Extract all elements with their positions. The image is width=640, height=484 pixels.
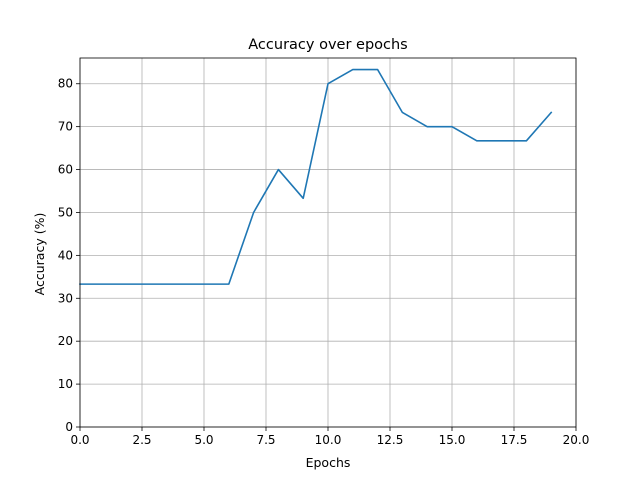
y-tick-label: 60	[58, 163, 73, 177]
y-tick-label: 10	[58, 377, 73, 391]
x-tick-label: 10.0	[315, 433, 342, 447]
y-tick-label: 50	[58, 205, 73, 219]
x-tick-label: 20.0	[563, 433, 590, 447]
x-tick-label: 12.5	[377, 433, 404, 447]
y-tick-label: 30	[58, 291, 73, 305]
chart-title: Accuracy over epochs	[248, 37, 407, 53]
y-axis-label: Accuracy (%)	[32, 213, 47, 296]
y-tick-label: 20	[58, 334, 73, 348]
series-layer	[79, 68, 553, 285]
x-tick-label: 7.5	[256, 433, 275, 447]
x-axis-label: Epochs	[306, 455, 351, 470]
y-tick-label: 40	[58, 248, 73, 262]
x-tick-label: 0.0	[70, 433, 89, 447]
x-tick-label: 17.5	[501, 433, 528, 447]
x-tick-label: 2.5	[132, 433, 151, 447]
axis-ticks: 0.0 2.5 5.0 7.5 10.0 12.5 15.0 17.5 20.0 0 10 20 30 4…	[58, 77, 590, 447]
x-tick-label: 5.0	[194, 433, 213, 447]
x-tick-label: 15.0	[439, 433, 466, 447]
y-tick-label: 80	[58, 77, 73, 91]
accuracy-series-line	[79, 68, 553, 285]
y-tick-label: 70	[58, 120, 73, 134]
y-tick-label: 0	[65, 420, 73, 434]
